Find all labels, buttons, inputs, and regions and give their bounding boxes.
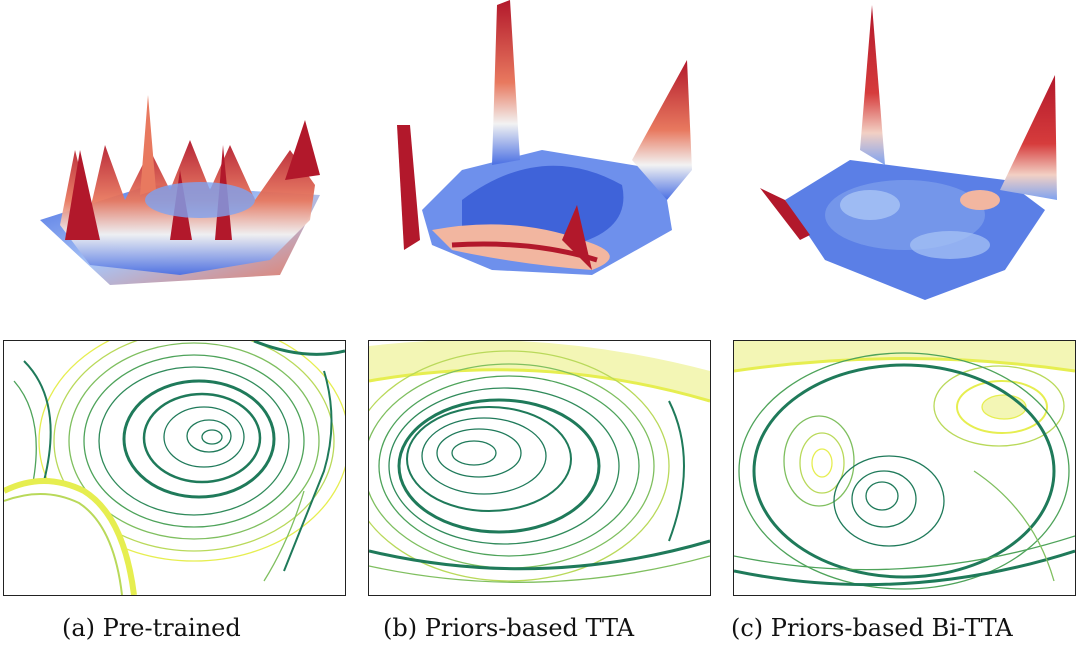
caption-priors-tta: (b) Priors-based TTA [383, 614, 635, 642]
loss-surface-3d-pretrained [30, 90, 330, 290]
contour-plot-priors-bi-tta [733, 340, 1076, 596]
caption-priors-bi-tta: (c) Priors-based Bi-TTA [731, 614, 1013, 642]
loss-surface-3d-priors-tta [392, 0, 697, 300]
contour-plot-priors-tta [368, 340, 711, 596]
caption-pretrained: (a) Pre-trained [62, 614, 241, 642]
loss-surface-3d-priors-bi-tta [755, 0, 1065, 305]
contour-plot-pretrained [3, 340, 346, 596]
